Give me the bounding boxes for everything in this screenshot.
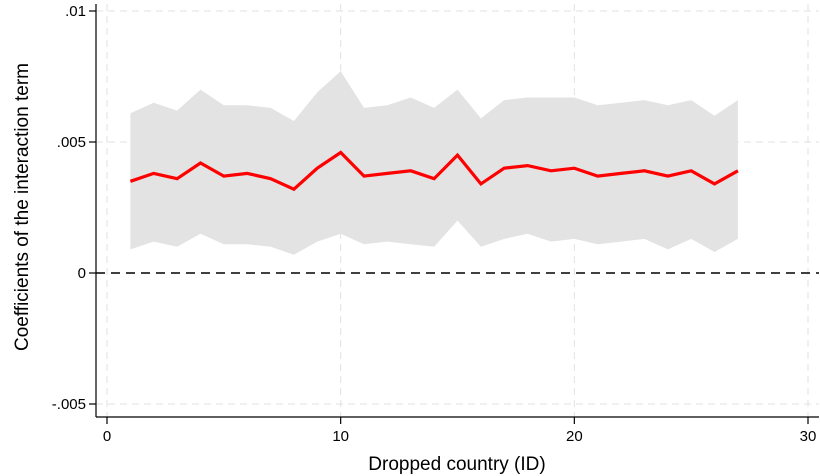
- x-tick-label: 10: [332, 428, 349, 445]
- y-tick-label: 0: [78, 265, 86, 282]
- confidence-band: [130, 71, 738, 255]
- y-axis-title: Coefficients of the interaction term: [12, 63, 33, 351]
- y-tick-label: .005: [57, 134, 86, 151]
- x-tick-label: 0: [103, 428, 111, 445]
- y-axis-ticks: -.005 0 .005 .01: [52, 3, 96, 413]
- confidence-band-layer: [130, 71, 738, 255]
- y-tick-label: .01: [65, 3, 86, 20]
- series-line-layer: [129, 150, 739, 192]
- x-tick-label: 20: [566, 428, 583, 445]
- axes: [95, 4, 819, 418]
- x-axis-title: Dropped country (ID): [368, 454, 545, 475]
- x-tick-label: 30: [800, 428, 817, 445]
- x-axis-ticks: 0 10 20 30: [103, 417, 817, 445]
- y-tick-label: -.005: [52, 396, 86, 413]
